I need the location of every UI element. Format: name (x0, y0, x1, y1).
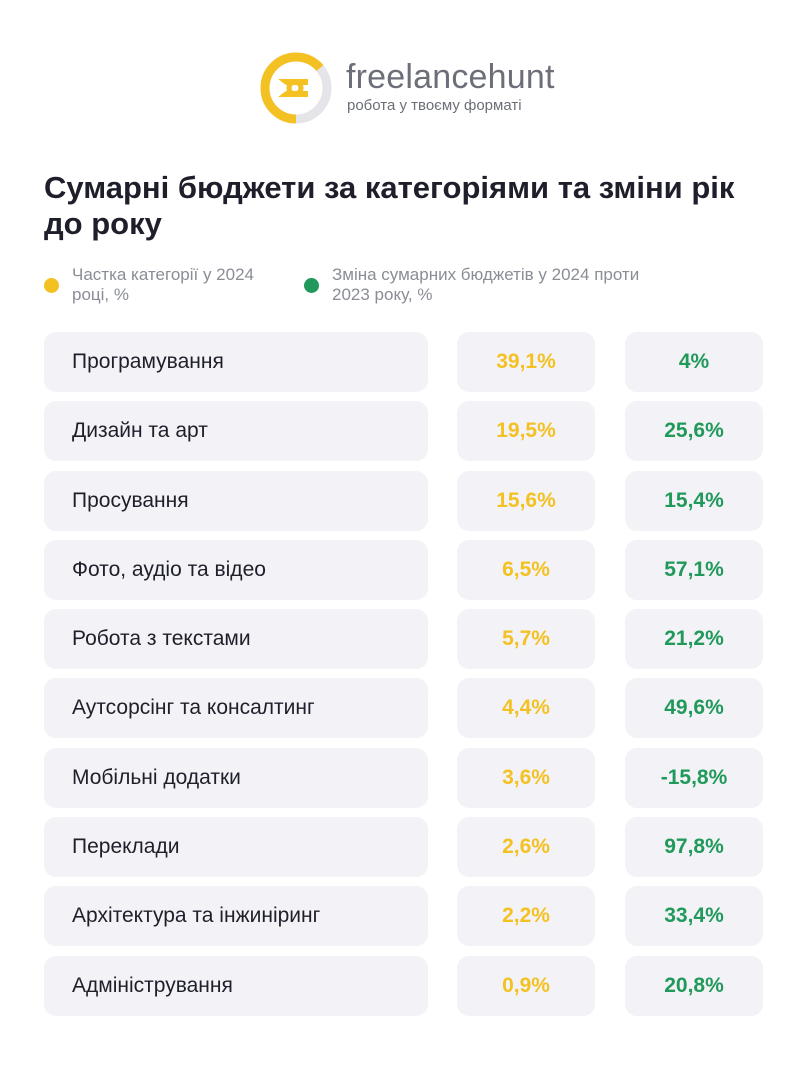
table-row: Адміністрування 0,9% 20,8% (44, 955, 764, 1016)
share-cell: 3,6% (457, 747, 595, 808)
category-cell: Мобільні додатки (44, 747, 428, 808)
share-cell: 6,5% (457, 539, 595, 600)
table-row: Мобільні додатки 3,6% -15,8% (44, 747, 764, 808)
category-cell: Програмування (44, 332, 428, 392)
share-cell: 4,4% (457, 678, 595, 739)
change-cell: 21,2% (625, 609, 763, 670)
change-cell: 49,6% (625, 678, 763, 739)
share-cell: 19,5% (457, 401, 595, 462)
category-cell: Аутсорсінг та консалтинг (44, 678, 428, 739)
table-row: Фото, аудіо та відео 6,5% 57,1% (44, 539, 764, 600)
table-row: Робота з текстами 5,7% 21,2% (44, 609, 764, 670)
table-row: Архітектура та інжиніринг 2,2% 33,4% (44, 886, 764, 947)
change-cell: 15,4% (625, 470, 763, 531)
table-row: Переклади 2,6% 97,8% (44, 817, 764, 878)
brand-logo: freelancehunt робота у твоєму форматі (258, 50, 558, 130)
legend-item-change: Зміна сумарних бюджетів у 2024 проти 202… (304, 265, 664, 305)
change-cell: 25,6% (625, 401, 763, 462)
change-cell: 57,1% (625, 539, 763, 600)
legend-dot-change (304, 278, 319, 293)
share-cell: 2,2% (457, 886, 595, 947)
category-cell: Просування (44, 470, 428, 531)
category-cell: Переклади (44, 817, 428, 878)
legend-label-share: Частка категорії у 2024 році, % (72, 265, 255, 304)
share-cell: 0,9% (457, 955, 595, 1016)
category-cell: Робота з текстами (44, 609, 428, 670)
brand-name: freelancehunt (346, 58, 555, 96)
change-cell: 20,8% (625, 955, 763, 1016)
share-cell: 5,7% (457, 609, 595, 670)
category-cell: Фото, аудіо та відео (44, 539, 428, 600)
category-cell: Архітектура та інжиніринг (44, 886, 428, 947)
category-cell: Дизайн та арт (44, 401, 428, 462)
change-cell: 97,8% (625, 817, 763, 878)
budget-table: Програмування 39,1% 4% Дизайн та арт 19,… (44, 332, 764, 1025)
legend-item-share: Частка категорії у 2024 році, % (44, 265, 284, 305)
share-cell: 15,6% (457, 470, 595, 531)
table-row: Програмування 39,1% 4% (44, 332, 764, 392)
freelancehunt-logo-icon (260, 52, 332, 124)
share-cell: 39,1% (457, 332, 595, 392)
legend-dot-share (44, 278, 59, 293)
category-cell: Адміністрування (44, 955, 428, 1016)
change-cell: -15,8% (625, 747, 763, 808)
change-cell: 33,4% (625, 886, 763, 947)
table-row: Дизайн та арт 19,5% 25,6% (44, 401, 764, 462)
page-title: Сумарні бюджети за категоріями та зміни … (44, 170, 735, 241)
share-cell: 2,6% (457, 817, 595, 878)
brand-tagline: робота у твоєму форматі (347, 97, 522, 114)
table-row: Просування 15,6% 15,4% (44, 470, 764, 531)
legend-label-change: Зміна сумарних бюджетів у 2024 проти 202… (332, 265, 640, 304)
change-cell: 4% (625, 332, 763, 392)
table-row: Аутсорсінг та консалтинг 4,4% 49,6% (44, 678, 764, 739)
